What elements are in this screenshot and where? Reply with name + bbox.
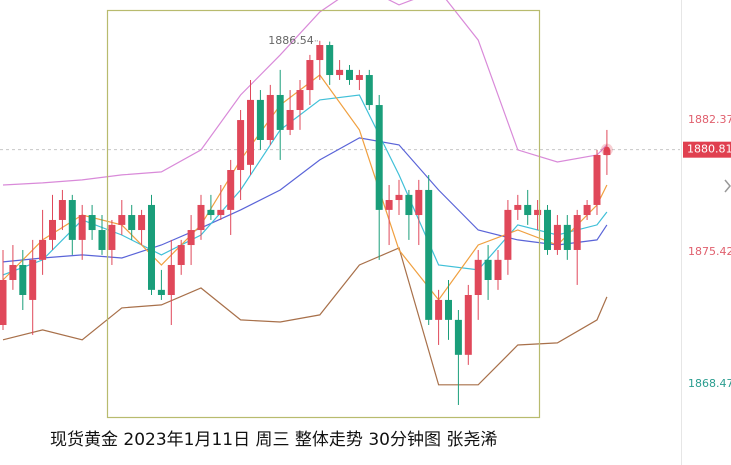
candle-body bbox=[227, 170, 235, 210]
candle-body bbox=[415, 189, 423, 216]
candle-body bbox=[553, 224, 561, 250]
candle-body bbox=[177, 245, 185, 265]
candle-body bbox=[524, 204, 532, 216]
candle-body bbox=[583, 204, 591, 216]
candle-body bbox=[138, 215, 146, 231]
candle-body bbox=[326, 45, 334, 76]
candle-body bbox=[98, 230, 106, 250]
last-price-dot bbox=[603, 146, 610, 153]
candle-body bbox=[128, 215, 136, 231]
candle-body bbox=[88, 215, 96, 231]
candle-body bbox=[494, 259, 502, 280]
candle-body bbox=[58, 200, 66, 220]
candle-body bbox=[365, 75, 373, 106]
indicator-line bbox=[2, 74, 608, 301]
candle-body bbox=[573, 215, 581, 250]
candle-body bbox=[514, 204, 522, 210]
candle-body bbox=[504, 209, 512, 260]
candle-body bbox=[454, 319, 462, 355]
candle-body bbox=[346, 69, 353, 80]
candle-body bbox=[474, 259, 482, 295]
candle-body bbox=[385, 200, 393, 210]
candle-body bbox=[247, 99, 254, 165]
indicator-line bbox=[2, 94, 608, 276]
candle-body bbox=[108, 224, 116, 250]
candle-body bbox=[49, 219, 56, 240]
candle-body bbox=[197, 204, 205, 231]
candle-body bbox=[563, 224, 571, 250]
candle-body bbox=[19, 264, 27, 295]
indicator-line bbox=[2, 0, 608, 186]
candle-body bbox=[316, 45, 324, 61]
candle-body bbox=[78, 215, 86, 240]
candle-body bbox=[237, 120, 245, 171]
candle-body bbox=[167, 264, 175, 295]
plot-area bbox=[0, 0, 680, 405]
candle-body bbox=[593, 155, 601, 205]
candle-body bbox=[464, 294, 472, 355]
y-tick-label: 1875.42 bbox=[688, 245, 731, 258]
candle-body bbox=[207, 209, 215, 216]
candle-body bbox=[187, 230, 195, 246]
y-tick-label: 1882.37 bbox=[688, 113, 731, 126]
chart-title: 现货黄金 2023年1月11日 周三 整体走势 30分钟图 张尧浠 bbox=[50, 430, 497, 450]
candle-body bbox=[296, 90, 304, 110]
candle-body bbox=[0, 279, 7, 326]
last-price-label: 1880.81 bbox=[687, 143, 731, 156]
candle-body bbox=[217, 209, 225, 216]
candle-body bbox=[395, 194, 403, 201]
candle-body bbox=[148, 204, 155, 290]
y-tick-label: 1868.47 bbox=[688, 377, 731, 390]
candle-body bbox=[276, 94, 284, 130]
indicator-line bbox=[2, 137, 608, 263]
last-price-box bbox=[683, 141, 731, 158]
candle-body bbox=[336, 69, 344, 76]
candle-body bbox=[425, 189, 433, 320]
candle-body bbox=[266, 94, 274, 140]
highlight-box bbox=[106, 9, 541, 419]
candle-body bbox=[157, 289, 165, 295]
candle-body bbox=[256, 99, 264, 140]
candle-body bbox=[484, 259, 492, 280]
candle-body bbox=[435, 299, 443, 320]
collapse-arrow[interactable] bbox=[724, 179, 731, 193]
candle-body bbox=[39, 239, 47, 260]
candle-body bbox=[68, 200, 76, 240]
candle-body bbox=[286, 109, 294, 130]
candle-body bbox=[544, 209, 551, 250]
candle-body bbox=[445, 299, 452, 320]
candle-body bbox=[9, 264, 17, 280]
candle-body bbox=[355, 75, 363, 80]
candle-body bbox=[29, 259, 37, 300]
high-annotation: 1886.54 bbox=[268, 34, 314, 47]
candle-body bbox=[534, 209, 542, 216]
candle-body bbox=[118, 215, 126, 225]
candle-body bbox=[306, 60, 314, 91]
indicator-line bbox=[2, 247, 608, 386]
candle-body bbox=[405, 194, 413, 216]
candle-body bbox=[375, 105, 383, 210]
